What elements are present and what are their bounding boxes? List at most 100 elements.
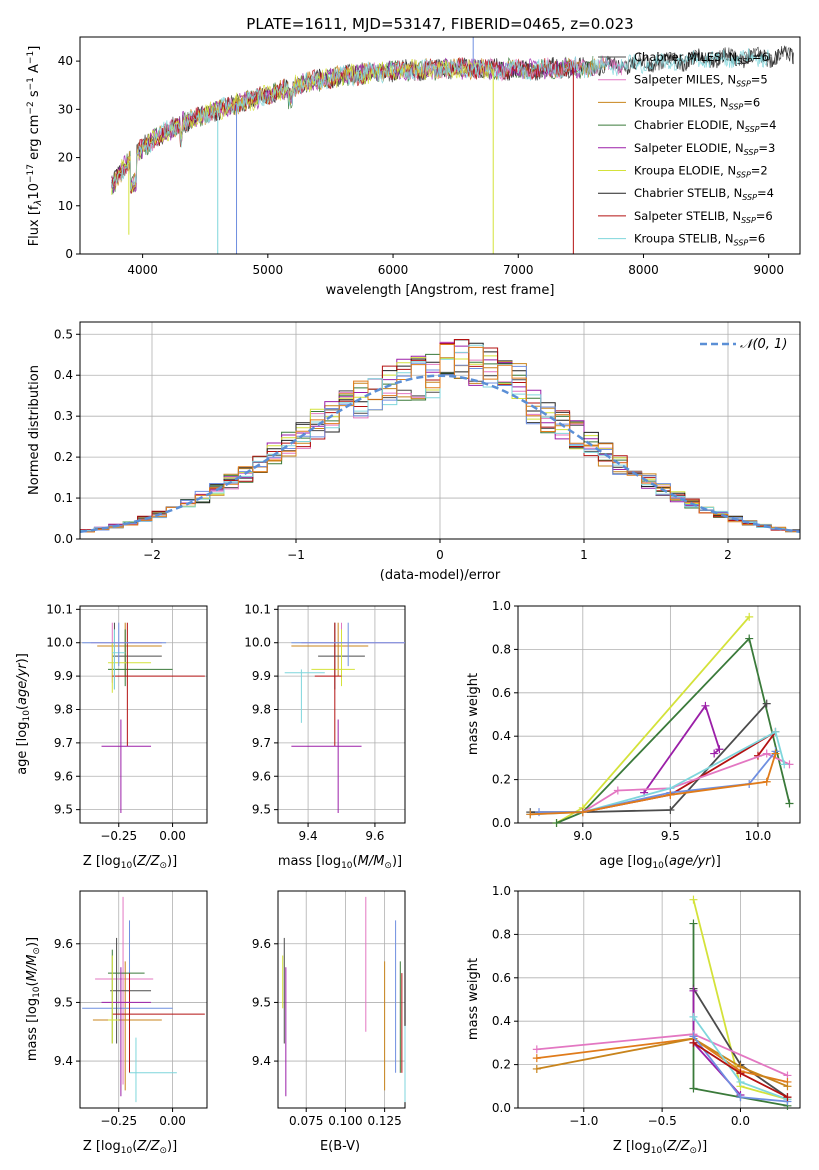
residuals-xlabel: (data-model)/error <box>380 568 501 583</box>
spectrum-ytick-label: 20 <box>58 151 73 165</box>
weight-marker <box>710 749 719 758</box>
weights_vs_Z-xtick-label: −0.5 <box>648 1114 677 1128</box>
spectrum-xtick-label: 9000 <box>753 263 784 277</box>
spectrum-line <box>110 59 494 195</box>
spectrum-ylabel-main: Flux [f <box>27 205 42 246</box>
weights_vs_age-axes: 9.0 9.5 10.0 0.0 0.2 0.4 0.6 0.8 1.0 <box>492 599 801 843</box>
weight-line <box>530 753 777 816</box>
residuals-x-ticks: −2 −1 0 1 2 <box>143 539 732 562</box>
legend-label-suffix: =6 <box>743 95 760 109</box>
legend-label-sub: SSP <box>736 80 751 89</box>
weight-marker <box>532 1054 541 1063</box>
age_vs_Z-ytick-label: 9.8 <box>54 702 73 716</box>
spectrum-frame <box>79 36 801 255</box>
ageMass-xlabel-main: mass [log <box>278 854 341 869</box>
gauss-curve <box>79 374 801 534</box>
spectrum-xtick-label: 6000 <box>378 263 409 277</box>
spectrum-xtick-label: 8000 <box>628 263 659 277</box>
legend-label: Chabrier ELODIE, NSSP=4 <box>634 118 776 134</box>
legend-label-name: Salpeter STELIB, N <box>634 209 741 223</box>
weight-marker <box>689 1012 698 1021</box>
legend-label: Kroupa MILES, NSSP=6 <box>634 95 760 111</box>
weights_vs_Z-ytick-label: 0.6 <box>492 971 511 985</box>
spectrum-ytick-label: 10 <box>58 199 73 213</box>
age_vs_Z-ytick-label: 9.7 <box>54 736 73 750</box>
weight-marker <box>689 1084 698 1093</box>
age_vs_Z-ytick-label: 9.6 <box>54 769 73 783</box>
residuals-xtick-label: −2 <box>143 548 161 562</box>
legend-label-sub: SSP <box>745 125 760 134</box>
weights_vs_age-ytick-label: 0.2 <box>492 773 511 787</box>
weights_vs_age-ytick-label: 0.6 <box>492 686 511 700</box>
weights_vs_Z-ytick-label: 0.2 <box>492 1058 511 1072</box>
weight-marker <box>532 1045 541 1054</box>
massZ-xlabel: Z [log10(Z/Z⊙)] <box>83 1139 177 1156</box>
residuals-ytick-label: 0.0 <box>54 532 73 546</box>
legend-label-suffix: =6 <box>756 209 773 223</box>
mass_vs_Z-panel: −0.25 0.00 9.4 9.5 9.6 <box>54 890 208 1128</box>
weights_vs_Z-panel: −1.0 −0.5 0.0 0.0 0.2 0.4 0.6 0.8 1.0 <box>492 884 801 1128</box>
age_vs_mass-ytick-label: 10.1 <box>244 602 271 616</box>
weights_vs_Z-xtick-label: 0.0 <box>731 1114 750 1128</box>
legend-label-sub: SSP <box>737 57 752 66</box>
weight-marker <box>762 777 771 786</box>
age_vs_Z-ytick-label: 10.1 <box>46 602 73 616</box>
massZ-ylabel-main: mass [log <box>25 998 40 1061</box>
mass_vs_EBV-panel: 0.075 0.100 0.125 9.4 9.5 9.6 <box>252 890 406 1128</box>
age_vs_Z-panel: −0.25 0.00 9.5 9.6 9.7 9.8 9.9 10.0 10.1 <box>46 602 208 843</box>
legend-label-name: Salpeter ELODIE, N <box>634 141 744 155</box>
weight-line <box>643 703 721 794</box>
weight-line <box>539 750 777 813</box>
mass_vs_EBV-xtick-label: 0.125 <box>367 1114 401 1128</box>
massZ-xlabel-main: Z [log <box>83 1139 121 1154</box>
mass_vs_EBV-frame <box>277 890 406 1109</box>
ageZ-xlabel: Z [log10(Z/Z⊙)] <box>83 854 177 871</box>
residuals-legend: 𝒩(0, 1) <box>700 337 787 352</box>
residuals-panel: −2 −1 0 1 2 0.0 0.1 0.2 0.3 0.4 0.5 (data-model)/… <box>27 321 801 583</box>
weight-marker <box>780 760 789 769</box>
legend-label-name: Kroupa ELODIE, N <box>634 164 736 178</box>
wZ-ylabel: mass weight <box>466 958 481 1040</box>
age_vs_Z-xtick-label: −0.25 <box>100 829 137 843</box>
spectrum-panel: 4000 5000 6000 7000 8000 9000 0 10 20 30 40 wavel… <box>26 36 801 298</box>
legend-label-suffix: =2 <box>751 164 768 178</box>
legend-label-suffix: =5 <box>751 73 768 87</box>
weights_vs_Z-ytick-label: 1.0 <box>492 884 511 898</box>
residuals-ytick-label: 0.1 <box>54 491 73 505</box>
weight-line <box>556 636 791 824</box>
small-panels: −0.25 0.009.59.69.79.89.910.010.19.4 9.69.… <box>46 599 801 1128</box>
spectrum-ytick-label: 0 <box>65 247 73 261</box>
age_vs_mass-ytick-label: 9.7 <box>252 736 271 750</box>
mass_vs_Z-ytick-label: 9.5 <box>54 995 73 1009</box>
legend-label-sub: SSP <box>729 102 744 111</box>
residuals-xtick-label: 0 <box>436 548 444 562</box>
age_vs_mass-ytick-label: 9.6 <box>252 769 271 783</box>
ageZ-ylabel: age [log10(age/yr)] <box>15 653 32 775</box>
legend-label-name: Kroupa STELIB, N <box>634 232 734 246</box>
legend-label: Chabrier STELIB, NSSP=4 <box>634 186 774 202</box>
legend-label-name: Salpeter MILES, N <box>634 73 736 87</box>
weight-marker <box>532 1064 541 1073</box>
spectrum-xtick-label: 5000 <box>253 263 284 277</box>
legend-label: Salpeter MILES, NSSP=5 <box>634 73 768 89</box>
weight-marker <box>689 895 698 904</box>
weights_vs_Z-ytick-label: 0.4 <box>492 1014 511 1028</box>
age_vs_mass-axes: 9.4 9.6 9.5 9.6 9.7 9.8 9.9 10.0 10.1 <box>244 602 406 843</box>
residuals-plot-area <box>79 339 801 534</box>
legend-label-suffix: =6 <box>748 232 765 246</box>
weight-line <box>536 1037 788 1088</box>
wZ-xlabel-main: Z [log <box>613 1139 651 1154</box>
residuals-ytick-label: 0.3 <box>54 409 73 423</box>
age_vs_mass-panel: 9.4 9.6 9.5 9.6 9.7 9.8 9.9 10.0 10.1 <box>244 602 406 843</box>
legend-label: Salpeter STELIB, NSSP=6 <box>634 209 773 225</box>
weight-marker <box>552 819 561 827</box>
weights_vs_age-xtick-label: 10.0 <box>745 829 772 843</box>
weights_vs_age-panel: 9.0 9.5 10.0 0.0 0.2 0.4 0.6 0.8 1.0 <box>492 599 801 843</box>
spectrum-ylabel: Flux [fλ10−17 erg cm−2 s−1 A−1] <box>26 46 44 247</box>
residuals-ytick-label: 0.4 <box>54 368 73 382</box>
legend-label-suffix: =6 <box>752 50 769 64</box>
age_vs_mass-ytick-label: 10.0 <box>244 636 271 650</box>
age_vs_Z-ytick-label: 9.5 <box>54 803 73 817</box>
legend-label-sub: SSP <box>744 148 759 157</box>
